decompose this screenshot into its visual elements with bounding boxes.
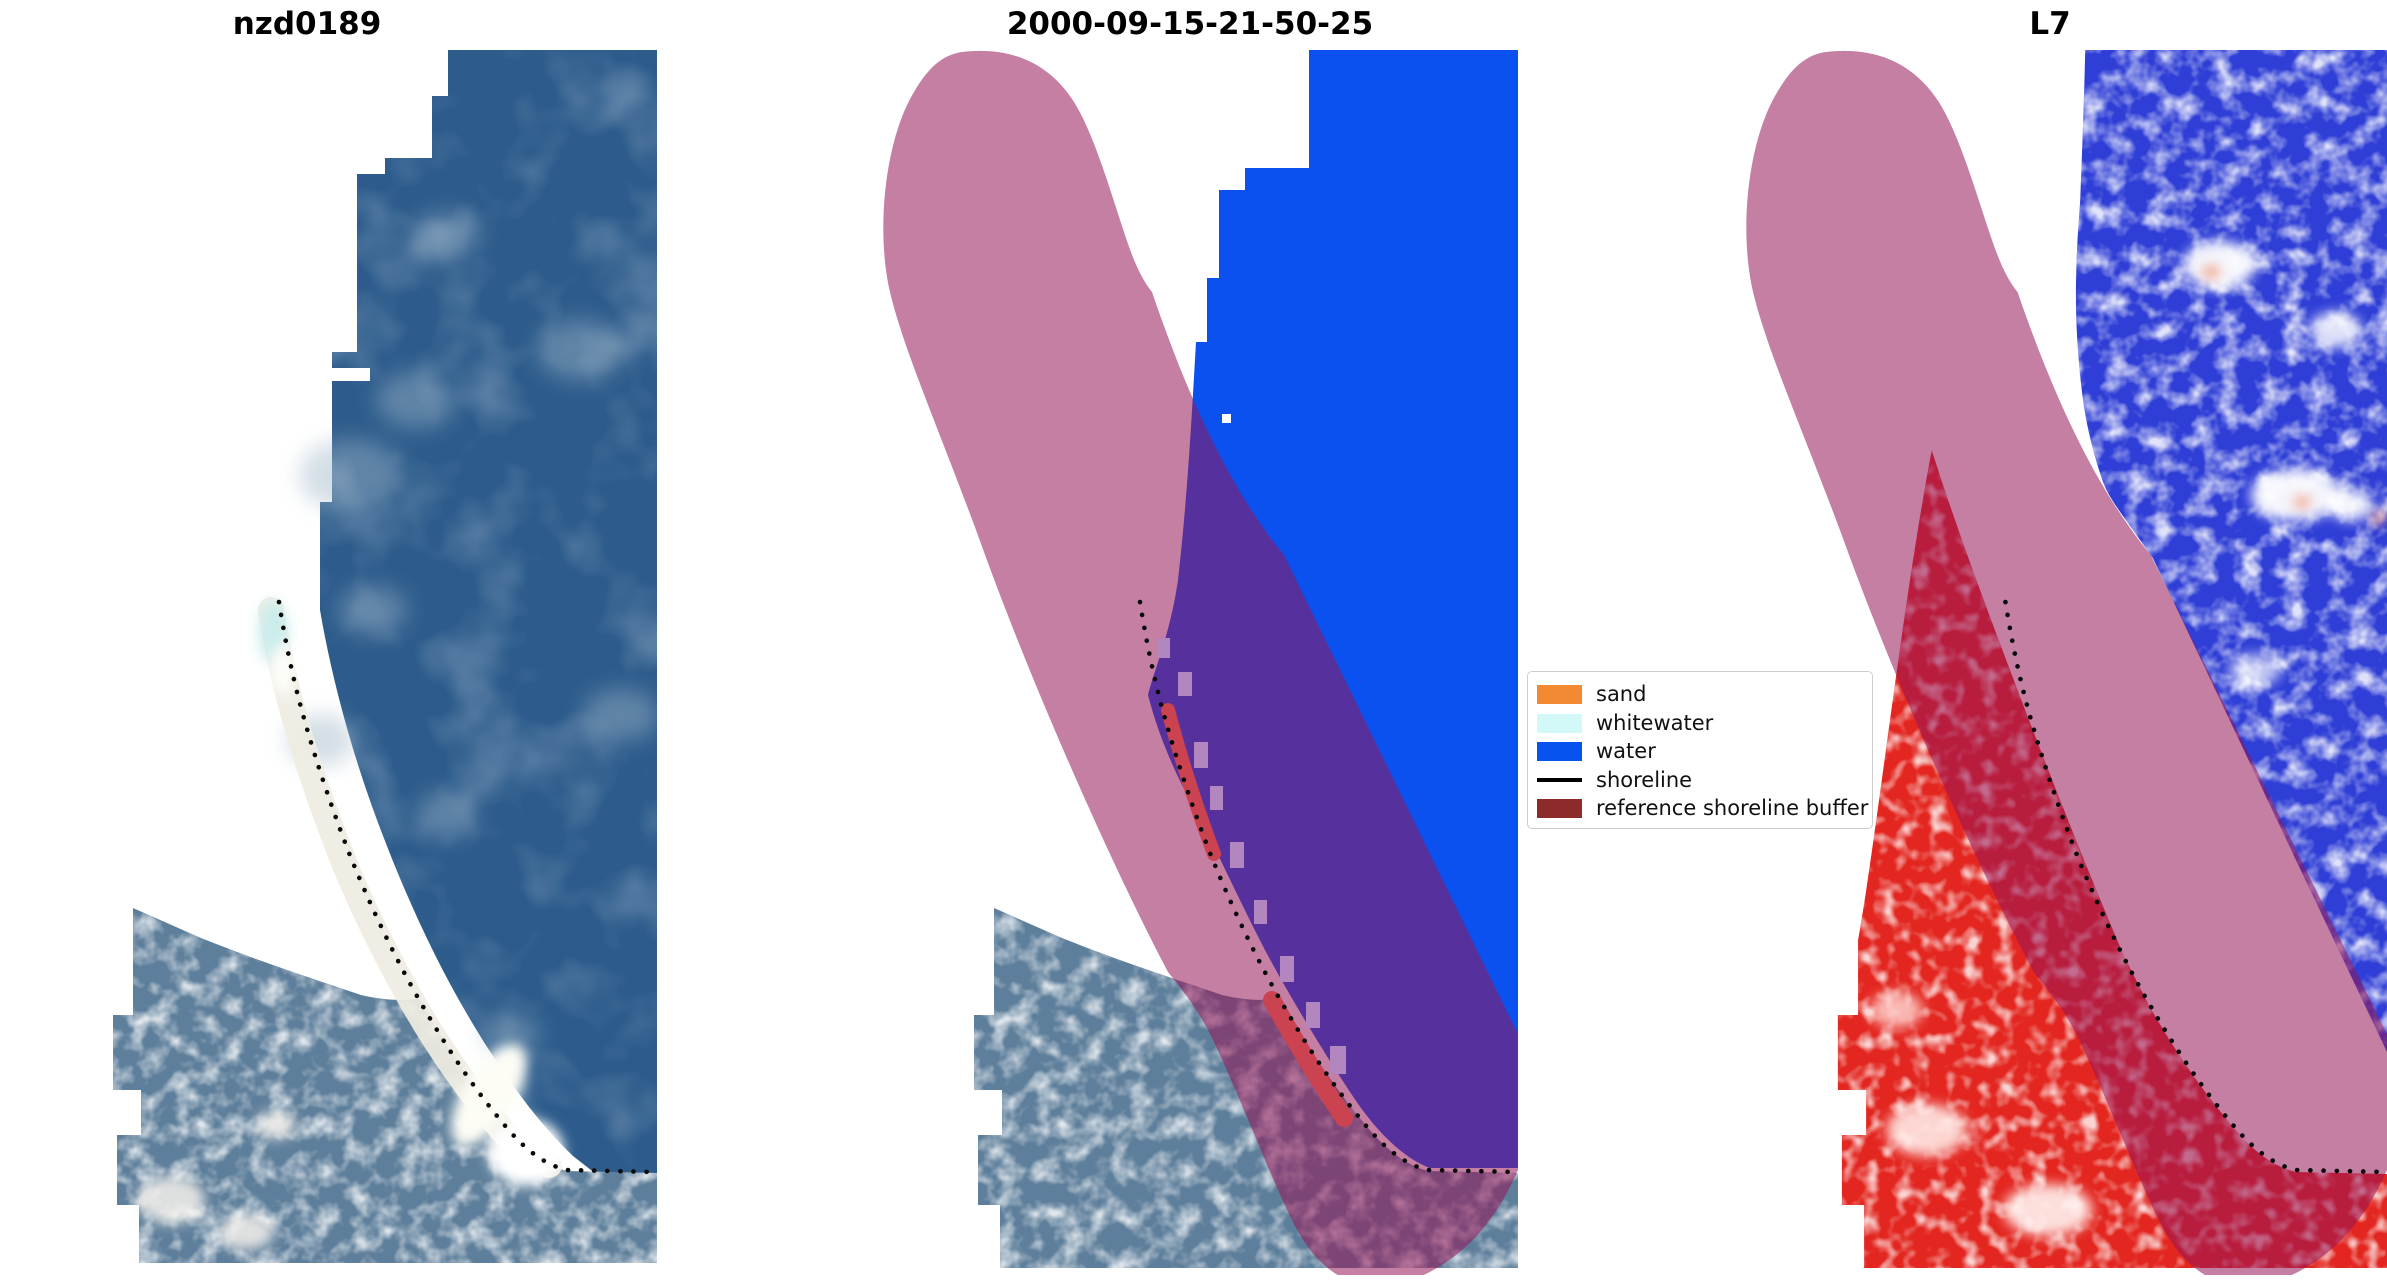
l7-cloud-patches <box>2183 241 2387 686</box>
panel-title-rgb: nzd0189 <box>232 6 382 42</box>
l7-land-bright-patches <box>1870 992 2093 1236</box>
classified-image <box>883 50 1518 1275</box>
sand-swatch <box>1537 685 1582 704</box>
whitewater-swatch <box>1537 713 1582 733</box>
whitewater-class-specks <box>1158 638 1346 1074</box>
l7-water-noise <box>2075 50 2387 1052</box>
legend-item-water: water <box>1537 738 1862 765</box>
panel-l7-image <box>1745 50 2387 1275</box>
shoreline-dotted-line <box>2003 599 2387 1175</box>
panel-rgb-image <box>21 50 657 1275</box>
legend-label: water <box>1596 739 1656 763</box>
nodata-pixel <box>1222 414 1231 423</box>
reference-buffer-swatch <box>1537 799 1582 818</box>
panel-title-classified: 2000-09-15-21-50-25 <box>1006 6 1374 42</box>
shoreline-swatch <box>1537 778 1582 782</box>
legend-item-reference-buffer: reference shoreline buffer <box>1537 795 1868 822</box>
legend-item-shoreline: shoreline <box>1537 767 1862 794</box>
legend-label: sand <box>1596 682 1647 706</box>
rgb-image <box>113 50 657 1263</box>
reference-shoreline-buffer <box>1746 50 2387 1275</box>
water-swatch <box>1537 742 1582 761</box>
panel-classified-image <box>882 50 1518 1275</box>
legend-item-whitewater: whitewater <box>1537 710 1862 737</box>
legend-label: whitewater <box>1596 710 1714 735</box>
l7-image <box>1746 50 2387 1275</box>
reference-shoreline-buffer <box>883 50 1518 1275</box>
legend-item-sand: sand <box>1537 681 1862 708</box>
land-bright-patches <box>137 1111 296 1250</box>
legend: sand whitewater water shoreline referenc… <box>1527 671 1873 829</box>
beach-highlights <box>258 600 564 1186</box>
legend-label: reference shoreline buffer <box>1596 796 1869 820</box>
legend-label: shoreline <box>1596 767 1693 792</box>
ocean-noise <box>320 50 657 1263</box>
panel-title-l7: L7 <box>2029 6 2071 42</box>
sand-class-strips <box>1161 703 1353 1127</box>
